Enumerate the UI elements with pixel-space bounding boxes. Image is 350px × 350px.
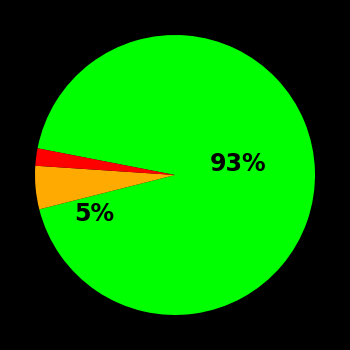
Text: 93%: 93% — [210, 152, 266, 176]
Text: 5%: 5% — [74, 202, 114, 226]
Wedge shape — [37, 35, 315, 315]
Wedge shape — [35, 148, 175, 175]
Wedge shape — [35, 166, 175, 209]
